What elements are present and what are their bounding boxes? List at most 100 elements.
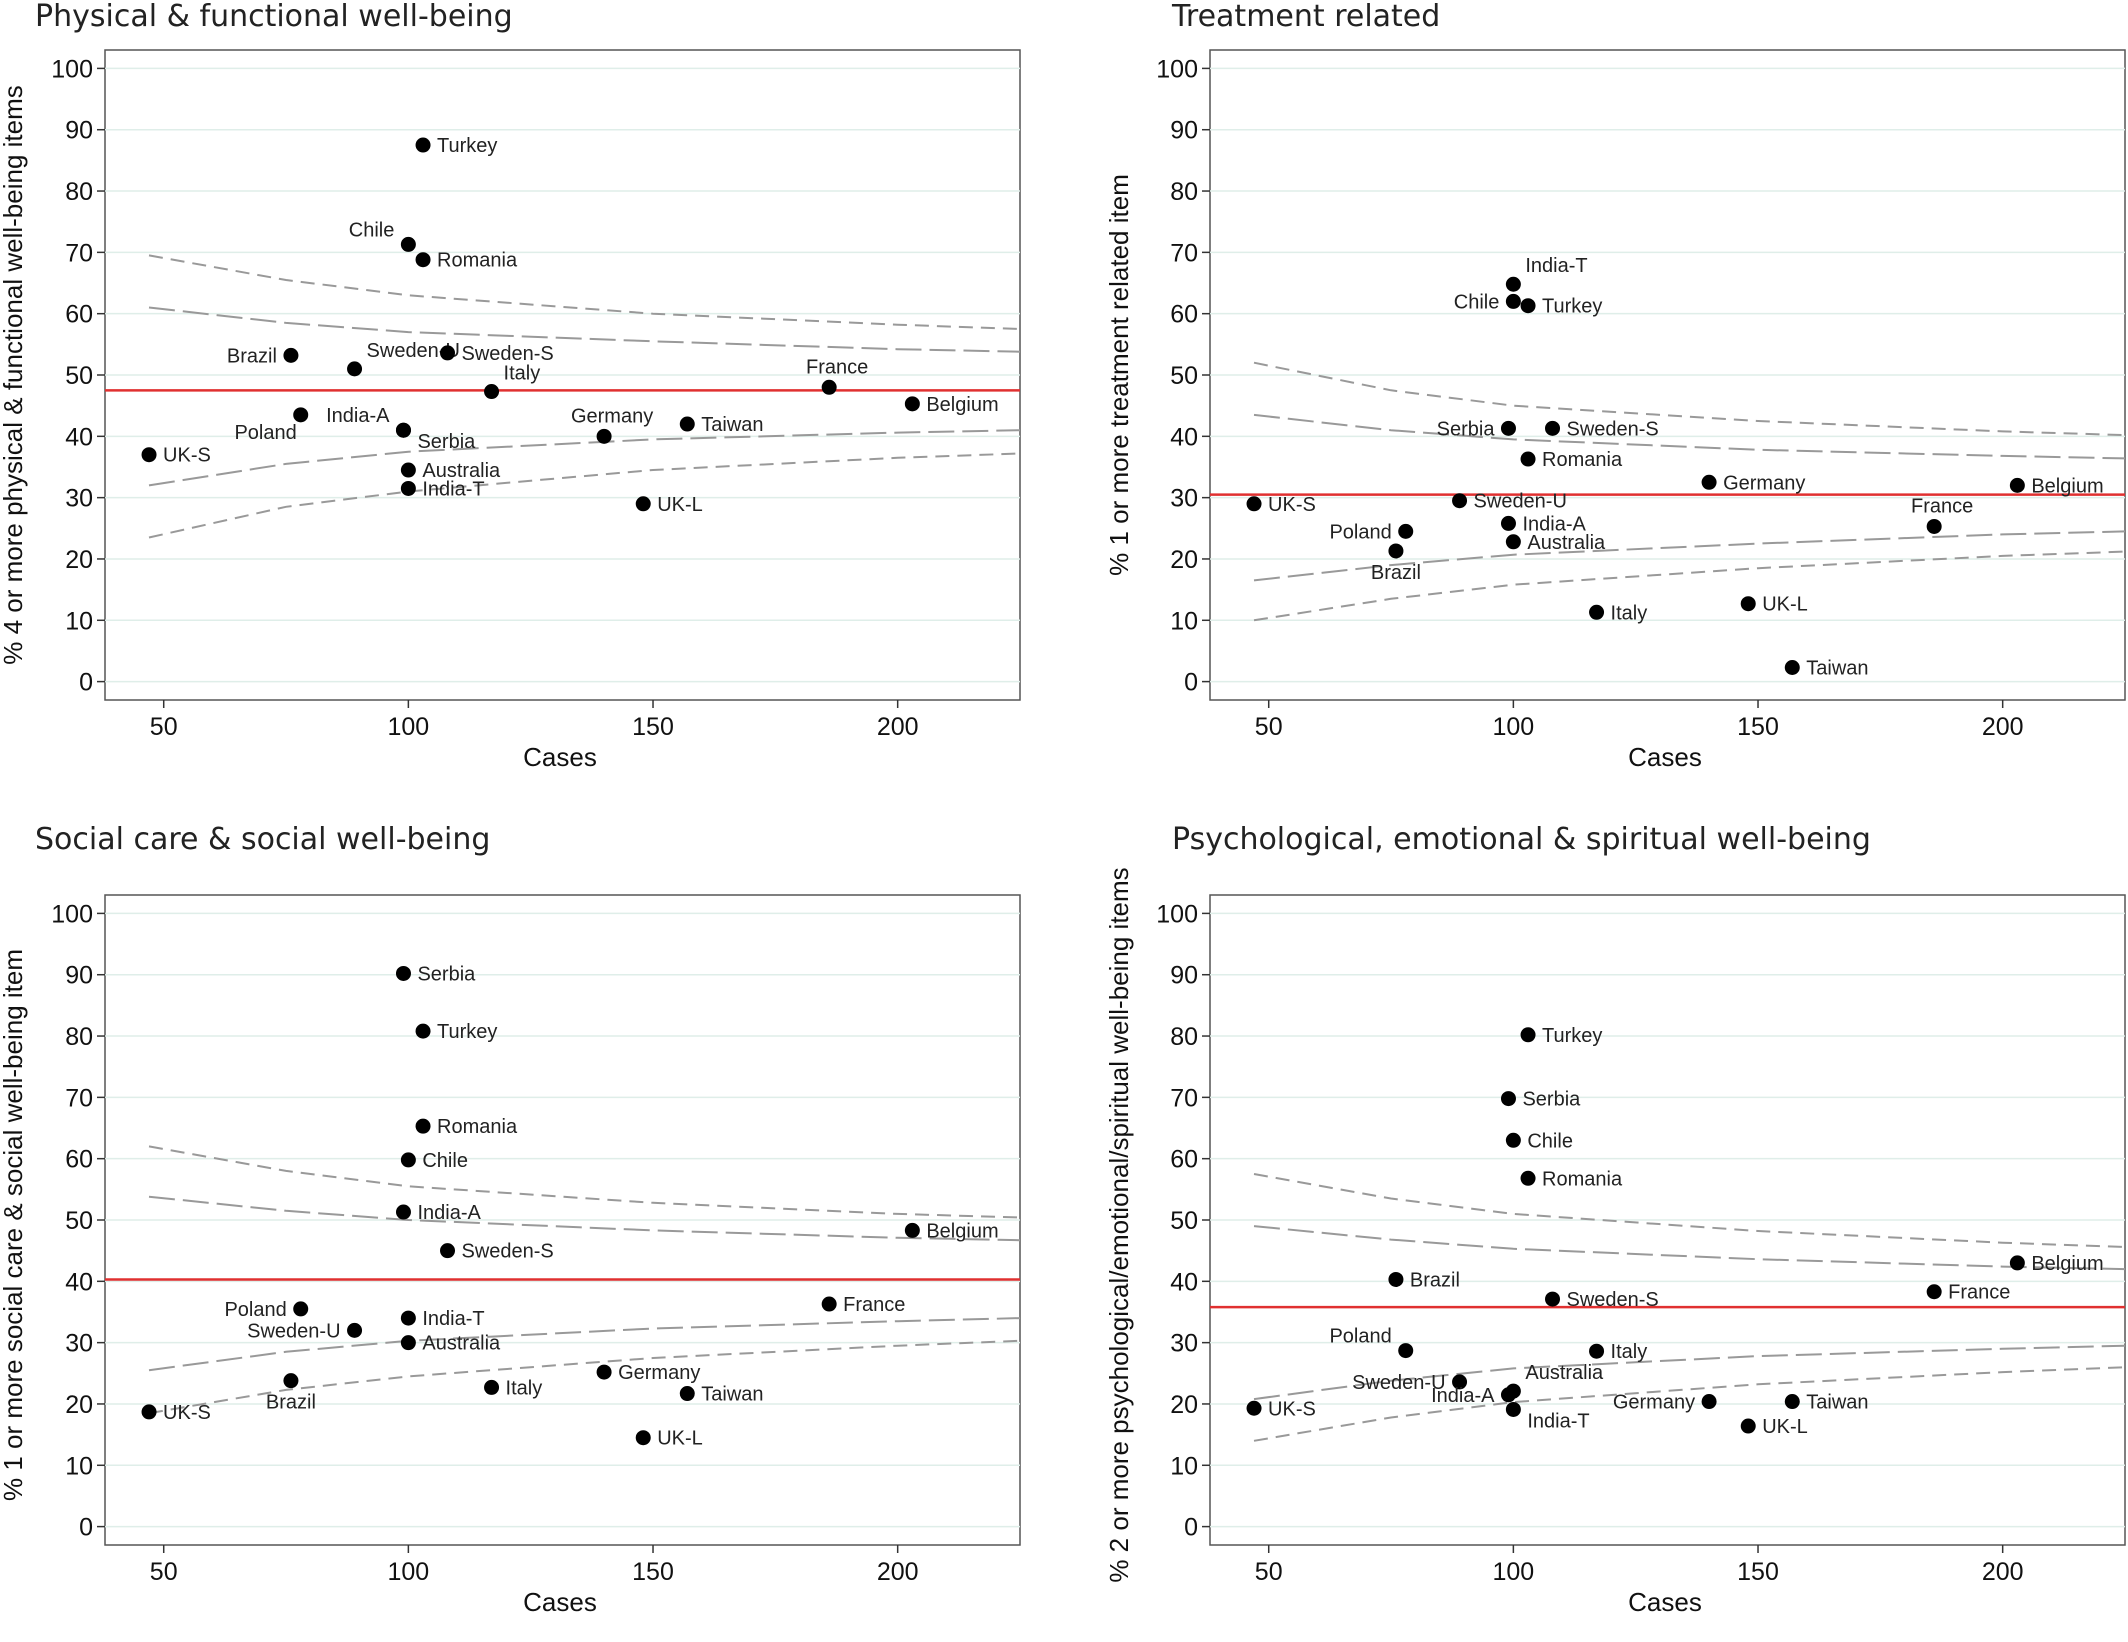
data-point [400, 1152, 416, 1168]
point-label: Australia [1527, 532, 1606, 554]
y-tick-label: 10 [65, 607, 93, 635]
point-label: France [806, 356, 868, 378]
data-point [1589, 1343, 1605, 1359]
y-tick-label: 60 [1170, 1146, 1198, 1174]
point-label: Germany [571, 405, 653, 427]
data-point [1452, 493, 1468, 509]
data-point [1520, 1170, 1536, 1186]
control-limit-inner-upper [1253, 1225, 2126, 1271]
x-tick-label: 100 [388, 713, 430, 741]
point-label: Chile [422, 1150, 468, 1172]
y-tick-label: 90 [1170, 117, 1198, 145]
point-label: UK-L [657, 494, 703, 516]
point-label: Taiwan [1806, 658, 1868, 680]
y-tick-label: 30 [65, 1330, 93, 1358]
y-tick-label: 20 [65, 1391, 93, 1419]
point-label: Germany [1723, 472, 1805, 494]
point-label: UK-S [1268, 494, 1316, 516]
control-limit-outer-lower [1253, 550, 2126, 622]
data-point [1926, 518, 1942, 534]
point-label: Taiwan [701, 414, 763, 436]
x-tick-label: 200 [1982, 713, 2024, 741]
data-point [1520, 1027, 1536, 1043]
data-point [415, 1023, 431, 1039]
point-label: Australia [422, 1333, 501, 1355]
data-point [1505, 276, 1521, 292]
control-limit-outer-upper [1253, 361, 2126, 437]
panel-title: Psychological, emotional & spiritual wel… [1172, 822, 1871, 857]
data-point [415, 137, 431, 153]
x-tick-label: 200 [877, 1558, 919, 1586]
point-label: UK-S [163, 1402, 211, 1424]
data-point [1784, 660, 1800, 675]
data-point [440, 345, 456, 361]
data-point [484, 384, 500, 400]
point-label: Sweden-S [462, 343, 554, 365]
y-tick-label: 80 [65, 178, 93, 206]
point-label: Poland [1329, 1326, 1391, 1348]
data-point [821, 1296, 837, 1312]
data-point [904, 396, 920, 412]
panel-title: Physical & functional well-being [35, 0, 513, 34]
data-point [400, 1310, 416, 1326]
point-label: Taiwan [1806, 1392, 1868, 1414]
point-label: Sweden-U [247, 1320, 340, 1342]
data-point [1388, 1271, 1404, 1287]
point-label: Germany [618, 1362, 700, 1384]
y-tick-label: 40 [65, 1268, 93, 1296]
point-label: India-T [1527, 1410, 1589, 1432]
data-point [347, 1322, 363, 1338]
y-tick-label: 70 [1170, 239, 1198, 267]
data-point [141, 447, 157, 463]
data-point [1505, 293, 1521, 309]
y-axis-label: % 1 or more social care & social well-be… [0, 949, 28, 1501]
data-point [395, 965, 411, 981]
data-point [1545, 1291, 1561, 1307]
y-tick-label: 0 [1184, 1514, 1198, 1542]
y-tick-label: 0 [79, 1514, 93, 1542]
point-label: Italy [1611, 1341, 1648, 1363]
data-point [1505, 1132, 1521, 1148]
data-point [1452, 1374, 1468, 1390]
y-tick-label: 70 [65, 239, 93, 267]
x-axis-label: Cases [523, 742, 597, 772]
data-point [440, 1243, 456, 1259]
y-tick-label: 40 [65, 423, 93, 451]
point-label: India-A [1431, 1385, 1495, 1407]
y-tick-label: 60 [65, 301, 93, 329]
point-label: France [843, 1294, 905, 1316]
control-limit-outer-lower [148, 452, 1021, 539]
data-point [1398, 1343, 1414, 1359]
data-point [679, 1386, 695, 1402]
point-label: Sweden-U [367, 340, 460, 362]
y-tick-label: 50 [65, 1207, 93, 1235]
point-label: Sweden-S [1567, 418, 1659, 440]
y-tick-label: 10 [65, 1452, 93, 1480]
point-label: Italy [504, 363, 541, 385]
data-point [821, 379, 837, 395]
data-point [1520, 451, 1536, 467]
point-label: Italy [1611, 602, 1648, 624]
data-point [1589, 604, 1605, 620]
point-label: Romania [1542, 449, 1623, 471]
point-label: Poland [224, 1299, 286, 1321]
y-tick-label: 80 [65, 1023, 93, 1051]
x-tick-label: 150 [632, 713, 674, 741]
data-point [283, 347, 299, 363]
point-label: Chile [1527, 1130, 1573, 1152]
y-tick-label: 50 [1170, 1207, 1198, 1235]
point-label: UK-L [1762, 1416, 1808, 1438]
point-label: Brazil [1371, 562, 1421, 584]
panel-physical-functional: Physical & functional well-being 0 10 20 30… [0, 0, 1021, 772]
point-label: Turkey [1542, 1025, 1602, 1047]
x-tick-label: 100 [1493, 1558, 1535, 1586]
panel-social-care: Social care & social well-being 0 10 20 30 4… [0, 822, 1021, 1617]
point-label: India-A [417, 1202, 481, 1224]
point-label: UK-L [1762, 594, 1808, 616]
data-point [635, 1430, 651, 1446]
data-point [293, 407, 309, 423]
point-label: Italy [506, 1377, 543, 1399]
data-point [1545, 420, 1561, 436]
data-point [415, 252, 431, 268]
